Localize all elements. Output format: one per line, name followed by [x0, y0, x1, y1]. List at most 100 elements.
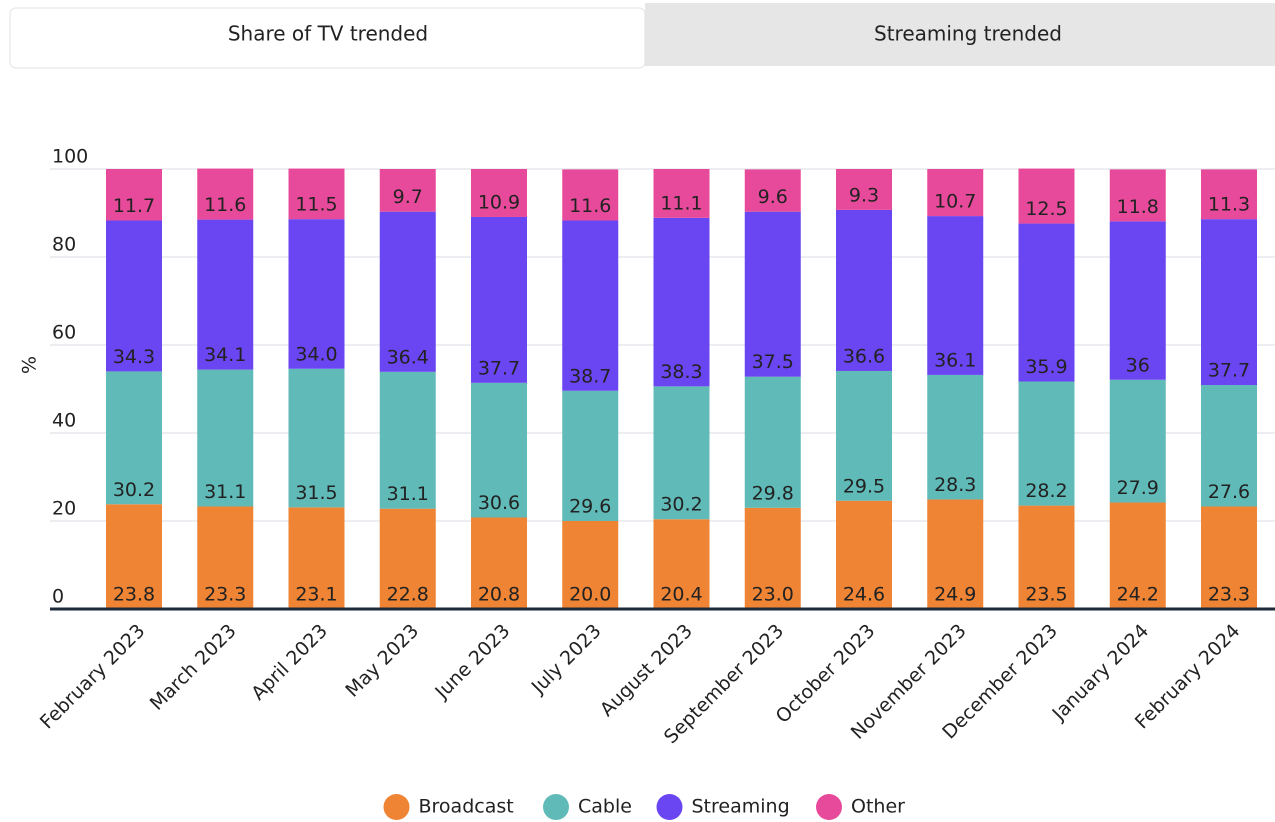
- y-tick-label: 60: [52, 322, 76, 344]
- data-label: 23.3: [204, 584, 246, 606]
- tab-active[interactable]: [9, 7, 646, 69]
- bar-segment: [1201, 506, 1257, 609]
- bar-segment: [653, 386, 710, 520]
- bar-segment: [1018, 505, 1075, 609]
- y-tick-label: 20: [52, 498, 76, 520]
- bar-segment: [288, 507, 345, 609]
- legend-label: Broadcast: [419, 796, 514, 818]
- bar-segment: [562, 521, 619, 609]
- data-label: 34.3: [113, 346, 155, 368]
- data-label: 11.7: [113, 195, 155, 217]
- bar-segment: [1109, 502, 1166, 609]
- x-tick-label: June 2023: [430, 620, 514, 704]
- bar-segment: [379, 211, 436, 372]
- data-label: 36.6: [843, 345, 885, 367]
- x-tick-label: May 2023: [341, 620, 423, 702]
- data-label: 34.1: [204, 344, 246, 366]
- y-tick-label: 40: [52, 410, 76, 432]
- x-tick-label: January 2024: [1048, 620, 1154, 726]
- data-label: 20.8: [478, 584, 520, 606]
- bar-segment: [927, 216, 984, 375]
- data-label: 29.6: [569, 496, 611, 518]
- bar-segment: [562, 390, 619, 521]
- data-label: 36.1: [934, 349, 976, 371]
- tab-label[interactable]: Streaming trended: [874, 22, 1062, 46]
- data-label: 11.8: [1117, 196, 1159, 218]
- data-label: 27.6: [1208, 481, 1250, 503]
- bar-segment: [744, 376, 801, 508]
- bar-segment: [106, 220, 162, 372]
- bar-segment: [836, 169, 892, 210]
- data-label: 12.5: [1025, 198, 1067, 220]
- bar-segment: [379, 508, 436, 609]
- bar-segment: [1018, 168, 1075, 224]
- x-tick-label: February 2023: [36, 620, 150, 734]
- data-label: 20.4: [660, 584, 702, 606]
- bar-segment: [562, 220, 619, 391]
- bar-segment: [197, 506, 254, 609]
- data-label: 11.6: [204, 194, 246, 216]
- bar-segment: [927, 499, 984, 609]
- data-label: 23.5: [1025, 584, 1067, 606]
- bar-segment: [106, 371, 162, 505]
- bar-segment: [471, 169, 527, 217]
- plot: 0 20 40 60 80 100 23.8 30.2 34.3 11.7 February 202…: [36, 146, 1275, 820]
- bar-segment: [471, 382, 527, 518]
- bar-segment: [1018, 381, 1075, 506]
- data-label: 11.3: [1208, 194, 1250, 216]
- bar-segment: [106, 169, 162, 221]
- bar-segment: [1109, 221, 1166, 380]
- legend-swatch: [543, 794, 569, 820]
- data-label: 30.2: [660, 494, 702, 516]
- bar-segment: [1201, 385, 1257, 507]
- y-tick-label: 0: [52, 586, 64, 608]
- legend-label: Streaming: [692, 796, 790, 818]
- bar-segment: [1018, 223, 1075, 382]
- bar-segment: [106, 504, 162, 609]
- data-label: 36.4: [387, 346, 429, 368]
- x-tick-label: March 2023: [146, 620, 241, 715]
- bar-segment: [197, 219, 254, 370]
- bar-segment: [197, 369, 254, 507]
- data-label: 23.1: [295, 584, 337, 606]
- data-label: 31.5: [295, 482, 337, 504]
- data-label: 28.2: [1025, 480, 1067, 502]
- bar-segment: [1109, 379, 1166, 503]
- data-label: 20.0: [569, 584, 611, 606]
- data-label: 24.6: [843, 584, 885, 606]
- legend-label: Cable: [578, 796, 632, 818]
- legend-swatch: [383, 794, 410, 820]
- data-label: 31.1: [387, 483, 429, 505]
- y-tick-label: 100: [52, 146, 88, 168]
- bar-segment: [836, 370, 892, 501]
- data-label: 37.7: [478, 357, 520, 379]
- bar-segment: [288, 219, 345, 369]
- data-label: 11.1: [660, 192, 702, 214]
- data-label: 30.6: [478, 492, 520, 514]
- data-label: 27.9: [1117, 477, 1159, 499]
- bar-segment: [288, 368, 345, 508]
- data-label: 23.0: [752, 584, 794, 606]
- tab-inactive[interactable]: [645, 3, 1275, 66]
- data-label: 36: [1126, 354, 1150, 376]
- data-label: 23.3: [1208, 584, 1250, 606]
- bar-segment: [744, 169, 801, 212]
- data-label: 35.9: [1025, 356, 1067, 378]
- bar-segment: [562, 169, 619, 221]
- bar-segment: [836, 209, 892, 371]
- bar-segment: [836, 500, 892, 609]
- bar-segment: [744, 211, 801, 377]
- bar-segment: [653, 217, 710, 387]
- data-label: 30.2: [113, 479, 155, 501]
- data-label: 22.8: [387, 584, 429, 606]
- data-label: 23.8: [113, 584, 155, 606]
- bar-segment: [379, 169, 436, 212]
- bar-segment: [379, 371, 436, 509]
- data-label: 28.3: [934, 474, 976, 496]
- y-axis-label: %: [19, 356, 41, 374]
- x-tick-label: April 2023: [247, 620, 332, 705]
- legend-label: Other: [851, 796, 905, 818]
- tab-label[interactable]: Share of TV trended: [228, 22, 428, 46]
- x-tick-label: August 2023: [596, 620, 697, 721]
